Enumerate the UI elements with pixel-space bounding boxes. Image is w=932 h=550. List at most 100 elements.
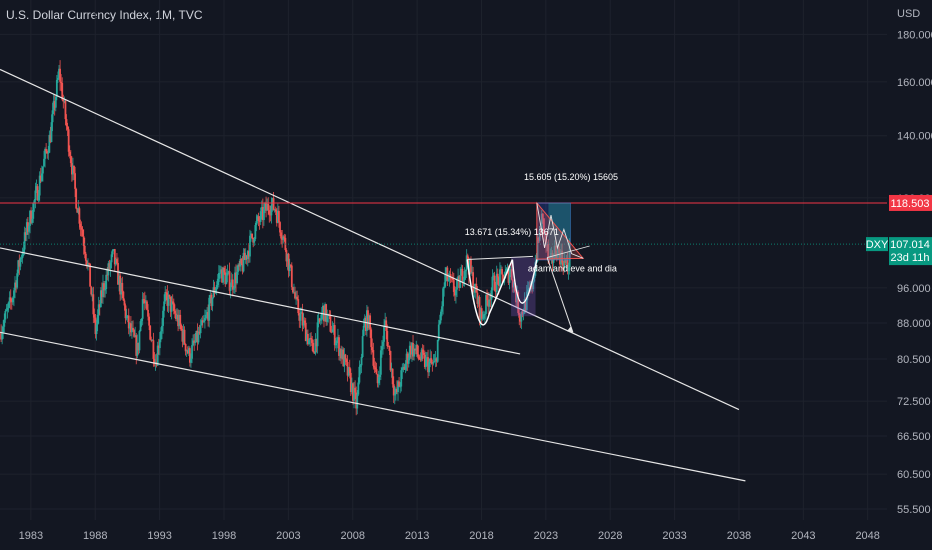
last-price-label: 107.014: [890, 239, 930, 251]
candle-body: [138, 331, 141, 351]
candle-body: [140, 318, 143, 322]
candle-body: [169, 296, 172, 312]
candle-body: [230, 279, 233, 288]
candle-body: [477, 296, 480, 304]
pattern-label: adam and eve and dia: [528, 263, 617, 273]
time-axis[interactable]: [0, 520, 932, 550]
candle-body: [309, 337, 311, 340]
candle-body: [4, 311, 7, 320]
candle-body: [476, 292, 479, 304]
candle-body: [225, 275, 228, 285]
candle-body: [482, 314, 485, 319]
grid: [0, 0, 887, 520]
candle-body: [240, 258, 243, 264]
candle-body: [50, 122, 53, 143]
candle-body: [470, 259, 472, 273]
candle-body: [338, 337, 340, 356]
candle-body: [437, 324, 440, 340]
y-tick-label: 140.000: [897, 131, 932, 143]
candle-body: [234, 272, 236, 289]
candle-body: [282, 236, 285, 240]
candle-body: [43, 158, 45, 167]
candle-body: [150, 339, 153, 341]
candle-body: [354, 387, 357, 393]
candle-body: [531, 282, 534, 289]
candle-body: [74, 173, 76, 189]
candle-body: [371, 347, 374, 351]
candle-body: [425, 357, 427, 368]
candle-body: [291, 287, 294, 293]
candle-body: [339, 349, 341, 356]
candle-body: [373, 365, 376, 368]
candle-body: [404, 363, 407, 370]
candle-body: [114, 259, 117, 265]
candle-body: [122, 291, 125, 301]
candle-body: [38, 175, 41, 196]
candle-body: [256, 216, 259, 222]
candle-body: [95, 324, 98, 335]
candle-body: [445, 267, 448, 275]
candle-body: [104, 289, 107, 291]
candle-body: [317, 318, 320, 323]
candle-body: [243, 252, 246, 260]
candle-body: [457, 276, 459, 280]
candle-body: [377, 377, 380, 384]
candle-body: [293, 292, 295, 294]
candle-body: [220, 269, 222, 273]
candle-body: [65, 119, 68, 127]
candle-body: [297, 299, 300, 314]
candle-body: [502, 274, 505, 283]
candle-body: [508, 274, 511, 283]
candle-body: [325, 304, 328, 322]
candle-body: [216, 278, 219, 285]
candle-body: [515, 291, 517, 303]
candle-body: [494, 290, 497, 292]
candle-body: [126, 315, 129, 317]
candle-body: [250, 233, 252, 236]
candle-body: [276, 210, 279, 223]
candle-body: [278, 210, 280, 223]
x-tick-label: 1983: [19, 530, 43, 542]
candle-body: [430, 358, 433, 363]
candle-body: [331, 329, 334, 333]
candle-body: [199, 325, 202, 334]
candle-body: [487, 300, 490, 307]
candle-body: [326, 315, 329, 322]
candle-body: [42, 166, 44, 174]
x-tick-label: 2028: [598, 530, 622, 542]
candle-body: [386, 330, 389, 347]
candle-body: [103, 283, 105, 291]
candle-body: [196, 330, 199, 343]
candle-body: [178, 314, 181, 327]
candle-body: [67, 129, 70, 152]
candle-body: [193, 340, 196, 343]
candle-body: [370, 329, 373, 348]
candle-body: [228, 271, 231, 291]
candle-body: [31, 218, 34, 223]
candle-body: [413, 348, 416, 357]
candle-body: [137, 342, 140, 351]
candle-body: [553, 245, 556, 260]
candle-body: [184, 343, 187, 352]
candle-body: [22, 249, 25, 253]
candle-body: [176, 314, 178, 319]
candle-body: [29, 210, 31, 226]
candle-body: [157, 345, 160, 349]
candle-body: [369, 315, 372, 330]
candle-body: [167, 294, 170, 306]
measure-label-upper: 15.605 (15.20%) 15605: [524, 172, 618, 182]
adam-curve: [466, 259, 514, 326]
candle-body: [149, 325, 152, 340]
last-price-tag: [889, 237, 932, 266]
candle-body: [362, 325, 365, 337]
candle-body: [416, 344, 419, 355]
candle-body: [451, 277, 454, 281]
candle-body: [165, 292, 168, 293]
candle-body: [455, 289, 457, 296]
candle-body: [541, 213, 544, 219]
candle-body: [164, 292, 167, 302]
candle-body: [558, 246, 560, 253]
candle-body: [364, 317, 367, 332]
